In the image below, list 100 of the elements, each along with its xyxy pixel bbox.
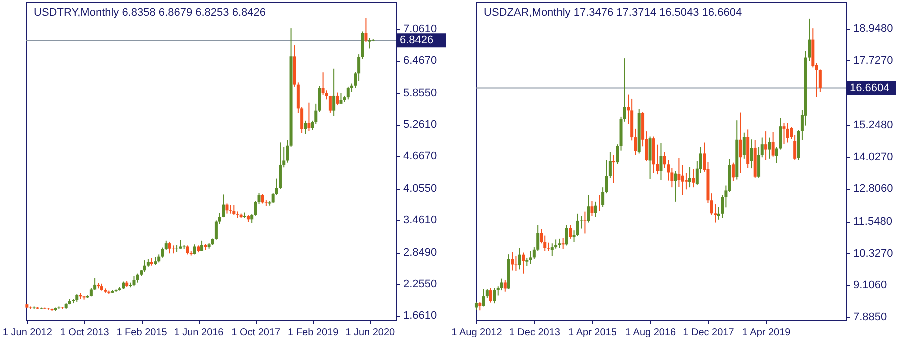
- candlestick: [550, 243, 554, 257]
- candlestick: [692, 168, 696, 188]
- y-tick-label: 17.7270: [854, 54, 894, 67]
- candlestick: [750, 139, 754, 170]
- candlestick: [182, 244, 186, 250]
- x-tick-label: 1 Jun 2012: [2, 328, 53, 338]
- candlestick: [143, 260, 146, 273]
- candlestick: [648, 136, 652, 180]
- candlestick: [261, 194, 264, 204]
- candlestick: [368, 38, 372, 50]
- candlestick: [493, 288, 496, 304]
- candlestick: [304, 120, 308, 135]
- candlestick: [782, 122, 786, 145]
- candlestick: [688, 167, 692, 188]
- candlestick: [482, 289, 486, 308]
- y-tick-label: 2.2550: [404, 278, 438, 291]
- x-tick-label: 1 Feb 2015: [116, 328, 168, 338]
- x-tick-label: 1 Dec 2013: [509, 328, 561, 338]
- candlestick: [569, 224, 572, 240]
- candlestick: [772, 132, 775, 158]
- y-tick-label: 6.4670: [404, 55, 438, 68]
- x-tick-label: 1 Oct 2013: [60, 328, 110, 338]
- candlestick: [674, 170, 678, 202]
- candlestick: [768, 137, 772, 160]
- candlestick: [136, 273, 140, 284]
- candlestick: [786, 122, 790, 144]
- candlestick: [58, 306, 61, 310]
- candlestick: [566, 224, 569, 246]
- candlestick: [518, 248, 522, 270]
- x-tick-label: 1 Dec 2017: [683, 328, 735, 338]
- candlestick: [678, 158, 681, 188]
- candlestick: [168, 241, 172, 254]
- candlestick: [594, 201, 598, 218]
- candlestick: [336, 92, 340, 106]
- x-tick-label: 1 Jun 2016: [174, 328, 224, 338]
- candlestick: [590, 200, 594, 217]
- candlestick: [739, 112, 742, 174]
- candlestick: [511, 252, 514, 272]
- candlestick: [634, 128, 638, 156]
- candlestick: [318, 86, 322, 113]
- candlestick: [732, 162, 735, 182]
- candlestick: [587, 194, 590, 224]
- candlestick: [322, 72, 325, 96]
- y-tick-label: 2.8490: [404, 247, 438, 260]
- y-tick-label: 5.2610: [404, 119, 438, 132]
- y-tick-label: 14.0270: [854, 151, 894, 164]
- candlestick: [608, 152, 612, 179]
- candlestick: [226, 203, 229, 214]
- candlestick: [186, 245, 190, 256]
- y-tick-label: 11.5480: [854, 216, 892, 228]
- candlestick: [176, 244, 179, 253]
- candlestick: [286, 140, 290, 164]
- candlestick: [32, 306, 36, 310]
- candlestick: [164, 240, 168, 251]
- candlestick: [764, 131, 768, 161]
- candlestick: [529, 250, 532, 265]
- candlestick: [200, 240, 204, 252]
- y-tick-label: 4.0550: [404, 183, 438, 196]
- candlestick: [584, 211, 587, 234]
- y-tick-label: 12.8060: [854, 183, 894, 196]
- candlestick: [232, 204, 236, 216]
- y-tick-label: 7.8850: [854, 312, 888, 324]
- candlestick: [514, 256, 518, 272]
- candlestick: [29, 306, 32, 310]
- y-tick-label: 5.8550: [404, 88, 438, 100]
- candlestick: [522, 252, 526, 274]
- y-tick-label: 15.2480: [854, 120, 894, 132]
- candlestick: [742, 132, 746, 160]
- candlestick: [132, 276, 136, 288]
- candlestick: [258, 192, 261, 205]
- chart-title: USDTRY,Monthly 6.8358 6.8679 6.8253 6.8426: [34, 7, 266, 19]
- y-tick-label: 1.6610: [404, 310, 438, 322]
- y-tick-label: 9.1060: [854, 280, 888, 292]
- candlestick: [346, 86, 350, 100]
- chart-title: USDZAR,Monthly 17.3476 17.3714 16.5043 16.6604: [484, 7, 742, 19]
- candlestick: [504, 280, 507, 292]
- candlestick: [598, 194, 601, 212]
- x-tick-label: 1 Jun 2020: [346, 328, 396, 338]
- y-tick-label: 7.0610: [404, 24, 438, 36]
- candlestick: [308, 102, 311, 132]
- candlestick: [489, 288, 492, 304]
- ref-line-label: 6.8426: [400, 34, 434, 47]
- candlestick: [340, 92, 343, 105]
- candlestick: [660, 142, 663, 181]
- y-tick-label: 3.4610: [404, 214, 438, 227]
- x-tick-label: 1 Oct 2017: [232, 328, 282, 338]
- candlestick: [681, 164, 684, 196]
- candlestick: [193, 244, 196, 256]
- y-tick-label: 18.9480: [854, 23, 894, 36]
- candlestick: [332, 68, 336, 117]
- candlestick: [172, 245, 176, 254]
- candlestick: [364, 18, 368, 43]
- candlestick: [229, 204, 232, 214]
- candlestick: [616, 144, 620, 165]
- candlestick: [161, 247, 164, 258]
- ref-line-label: 16.6604: [850, 82, 890, 94]
- candlestick: [562, 238, 565, 250]
- candlestick: [684, 172, 688, 190]
- y-tick-label: 4.6670: [404, 150, 438, 163]
- candlestick: [558, 238, 562, 249]
